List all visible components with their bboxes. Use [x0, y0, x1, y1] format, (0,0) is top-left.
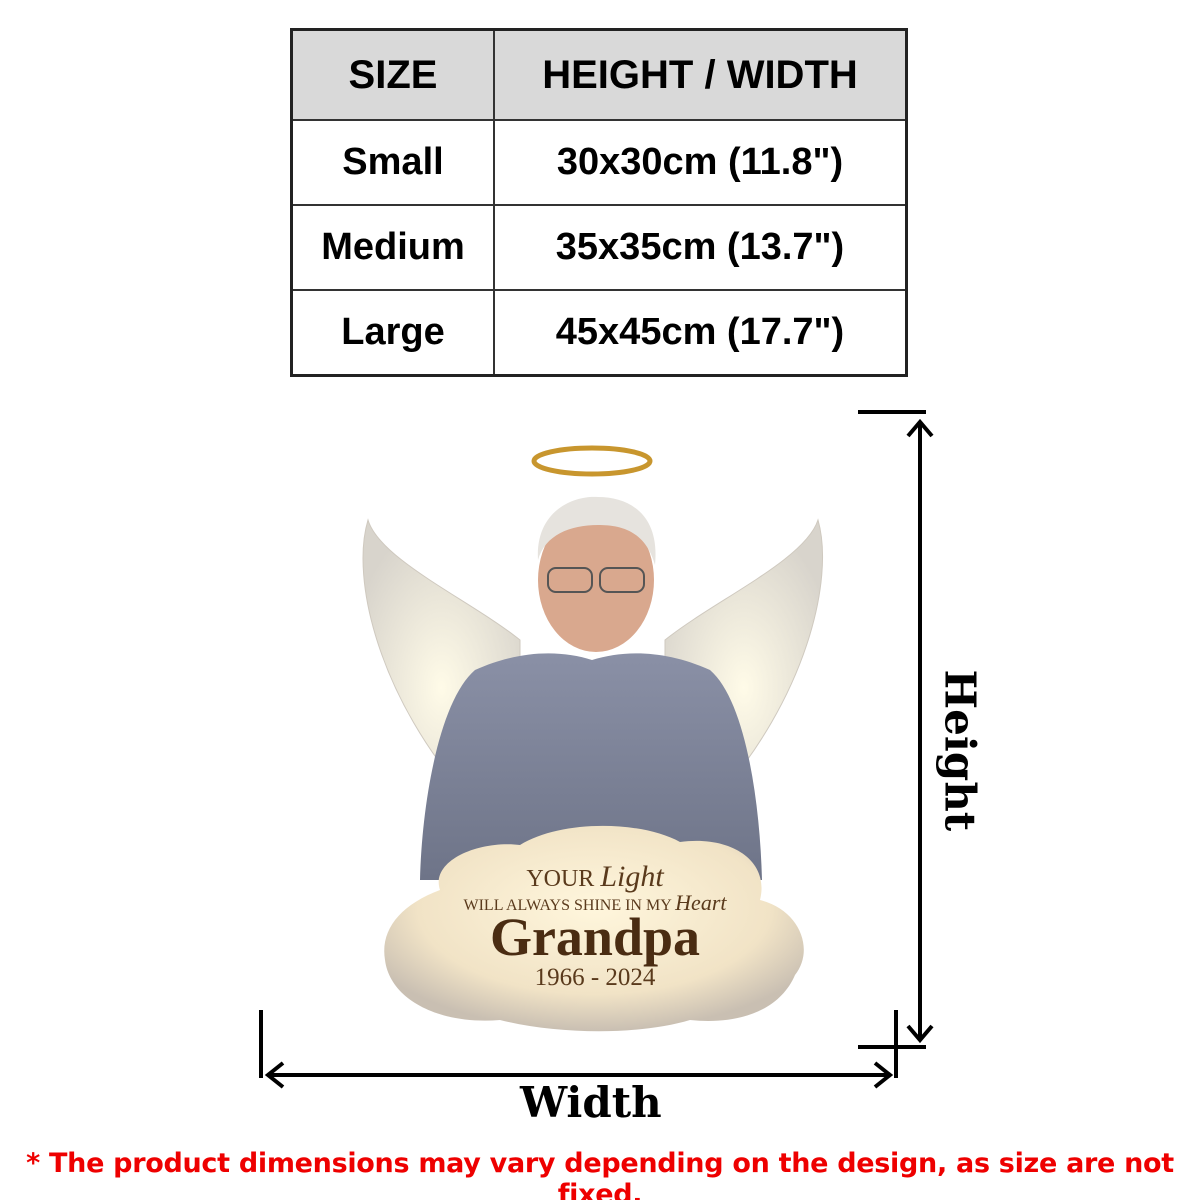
tagline-line2: WILL ALWAYS SHINE IN MY Heart — [463, 890, 727, 915]
dimension-cell: 30x30cm (11.8") — [493, 119, 908, 206]
table-row: Medium 35x35cm (13.7") — [290, 204, 908, 291]
shirt — [420, 653, 762, 880]
table-header-row: SIZE HEIGHT / WIDTH — [290, 28, 908, 121]
size-cell: Large — [290, 289, 495, 377]
tagline-line1: YOUR Light — [526, 860, 664, 893]
size-cell: Small — [290, 119, 495, 206]
memorial-name: Grandpa — [489, 907, 701, 967]
face — [538, 508, 654, 652]
header-size: SIZE — [290, 28, 495, 121]
glasses-icon — [547, 567, 593, 593]
hair — [537, 496, 656, 565]
halo-icon — [531, 445, 653, 477]
width-dimension — [259, 1010, 898, 1089]
table-row: Large 45x45cm (17.7") — [290, 289, 908, 377]
width-label: Width — [520, 1078, 662, 1127]
cloud — [384, 825, 804, 1032]
size-table: SIZE HEIGHT / WIDTH Small 30x30cm (11.8"… — [290, 28, 908, 377]
height-dimension — [858, 410, 934, 1049]
table-row: Small 30x30cm (11.8") — [290, 119, 908, 206]
dimension-cell: 45x45cm (17.7") — [493, 289, 908, 377]
height-label: Height — [935, 669, 985, 832]
memorial-years: 1966 - 2024 — [534, 964, 656, 991]
header-dimensions: HEIGHT / WIDTH — [493, 28, 908, 121]
size-disclaimer: * The product dimensions may vary depend… — [26, 1148, 1174, 1200]
size-cell: Medium — [290, 204, 495, 291]
dimension-cell: 35x35cm (13.7") — [493, 204, 908, 291]
